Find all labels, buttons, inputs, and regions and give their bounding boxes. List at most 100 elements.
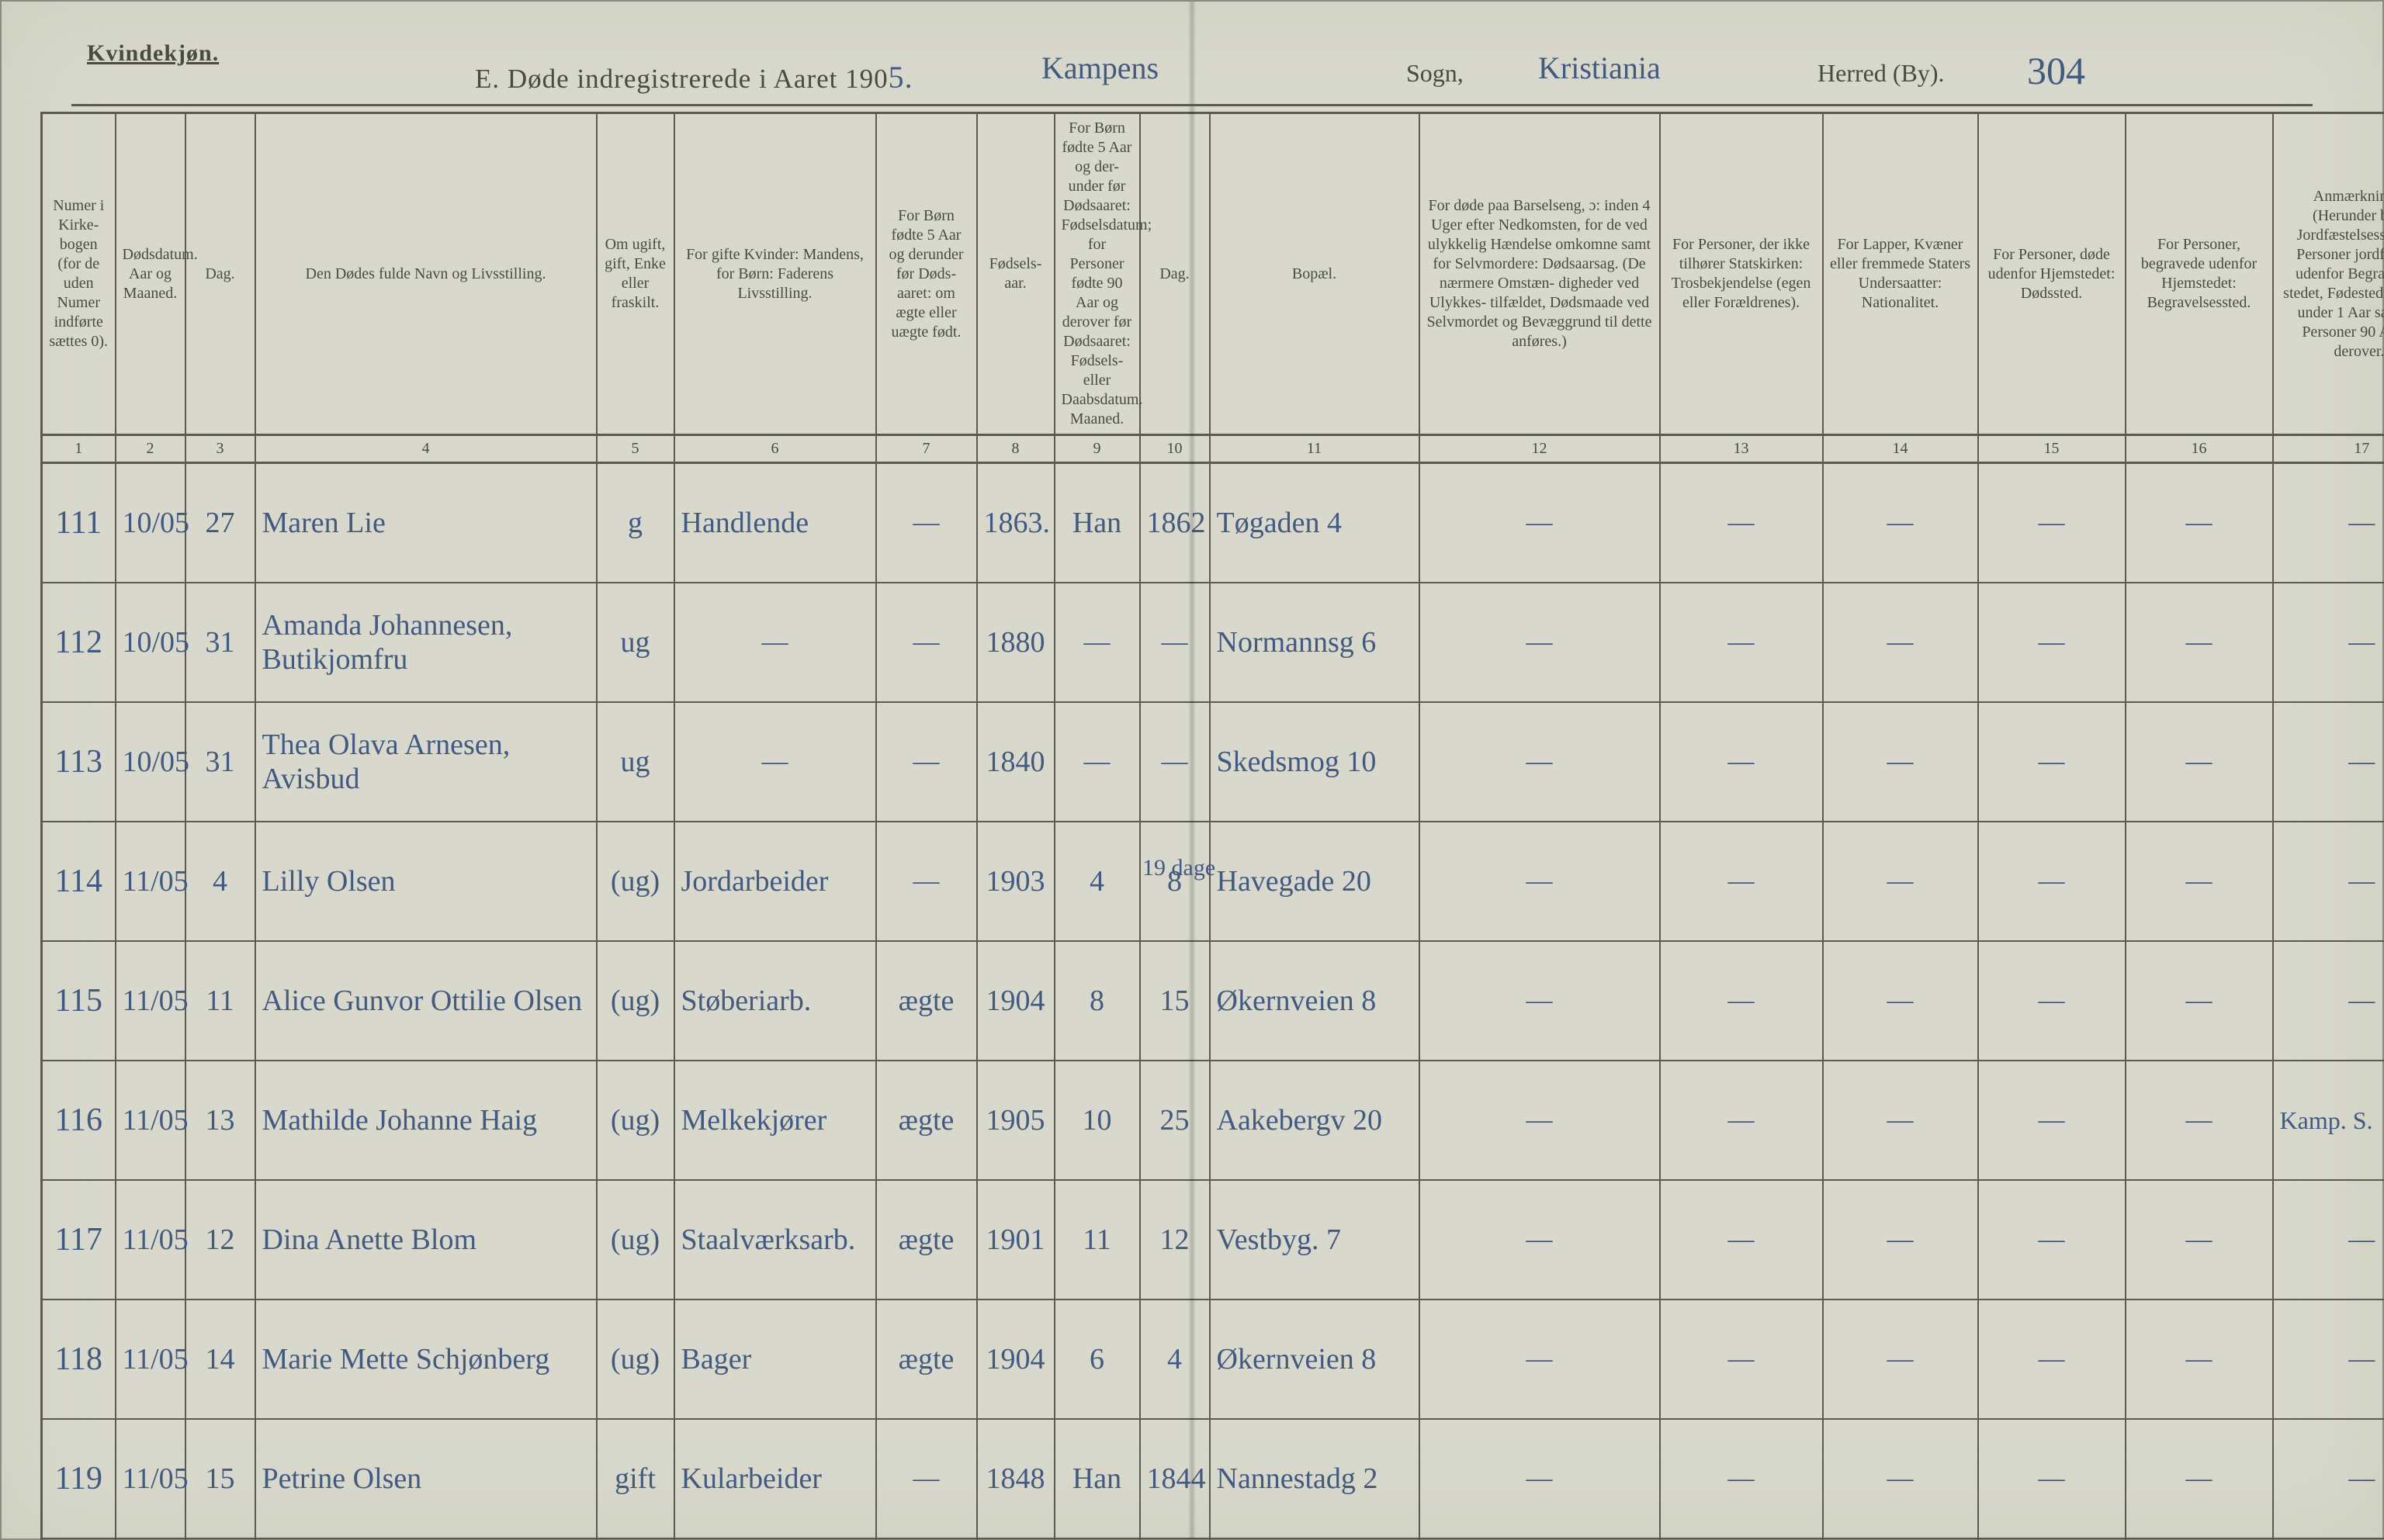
col-header: Anmærkninger. (Herunder bl. a. Jordfæste… [2273,113,2384,435]
spouse-father-occupation: — [674,702,876,822]
civil-status: (ug) [597,941,674,1061]
birth-month: 10 [1055,1061,1140,1180]
col-number: 7 [876,435,977,463]
name-occupation: Thea Olava Arnesen, Avisbud [255,702,597,822]
death-place: — [1978,1419,2126,1538]
remarks: — [2273,1299,2384,1419]
birth-day: 1862 [1140,463,1210,583]
entry-number: 112 [42,583,116,702]
table-head: Numer i Kirke- bogen (for de uden Numer … [42,113,2384,463]
table-row: 11611/0513Mathilde Johanne Haig(ug)Melke… [42,1061,2384,1180]
col-header: For Personer, begravede udenfor Hjemsted… [2126,113,2273,435]
name-occupation: Lilly Olsen [255,822,597,941]
spouse-father-occupation: Støberiarb. [674,941,876,1061]
birth-year: 1840 [977,702,1055,822]
civil-status: (ug) [597,822,674,941]
death-year-month: 10/05 [116,702,185,822]
birth-year: 1901 [977,1180,1055,1299]
col-number: 2 [116,435,185,463]
col-header: For døde paa Barselseng, ɔ: inden 4 Uger… [1419,113,1660,435]
civil-status: (ug) [597,1061,674,1180]
nationality: — [1823,941,1978,1061]
col-number: 11 [1210,435,1419,463]
col-header: Den Dødes fulde Navn og Livsstilling. [255,113,597,435]
residence: Økernveien 8 [1210,941,1419,1061]
spouse-father-occupation: Bager [674,1299,876,1419]
birth-year: 1904 [977,1299,1055,1419]
colnum-row: 1234567891011121314151617 [42,435,2384,463]
death-place: — [1978,941,2126,1061]
confession: — [1660,941,1823,1061]
confession: — [1660,463,1823,583]
legitimacy: ægte [876,941,977,1061]
nationality: — [1823,702,1978,822]
residence: Havegade 20 [1210,822,1419,941]
birth-month: Han [1055,1419,1140,1538]
table-row: 11110/0527Maren LiegHandlende—1863.Han18… [42,463,2384,583]
death-cause: — [1419,583,1660,702]
ledger-table: Numer i Kirke- bogen (for de uden Numer … [40,112,2384,1540]
col-number: 4 [255,435,597,463]
year-suffix: 5. [889,60,913,95]
spouse-father-occupation: — [674,583,876,702]
residence: Tøgaden 4 [1210,463,1419,583]
entry-number: 114 [42,822,116,941]
burial-place: — [2126,1419,2273,1538]
civil-status: g [597,463,674,583]
civil-status: ug [597,583,674,702]
residence: Vestbyg. 7 [1210,1180,1419,1299]
residence: Nannestadg 2 [1210,1419,1419,1538]
residence: Økernveien 8 [1210,1299,1419,1419]
legitimacy: — [876,583,977,702]
spouse-father-occupation: Melkekjører [674,1061,876,1180]
page-number: 304 [2027,48,2085,93]
death-day: 31 [185,583,255,702]
col-header: For Børn fødte 5 Aar og derunder før Død… [876,113,977,435]
birth-day: 25 [1140,1061,1210,1180]
civil-status: gift [597,1419,674,1538]
death-place: — [1978,1180,2126,1299]
header-rule [71,104,2313,106]
legitimacy: ægte [876,1180,977,1299]
death-cause: — [1419,463,1660,583]
col-header: For Lapper, Kvæner eller fremmede Stater… [1823,113,1978,435]
herred-label: Herred (By). [1817,59,1944,88]
ledger-page: Kvindekjøn. E. Døde indregistrerede i Aa… [0,0,2384,1540]
name-occupation: Petrine Olsen [255,1419,597,1538]
death-place: — [1978,822,2126,941]
entry-number: 115 [42,941,116,1061]
nationality: — [1823,583,1978,702]
col-header: For Personer, der ikke tilhører Statskir… [1660,113,1823,435]
death-day: 11 [185,941,255,1061]
death-place: — [1978,702,2126,822]
col-header: Fødsels- aar. [977,113,1055,435]
col-number: 1 [42,435,116,463]
table-body: 11110/0527Maren LiegHandlende—1863.Han18… [42,463,2384,1540]
birth-month: 6 [1055,1299,1140,1419]
birth-day: 15 [1140,941,1210,1061]
birth-month: 11 [1055,1180,1140,1299]
residence: Aakebergv 20 [1210,1061,1419,1180]
title-text: E. Døde indregistrerede i Aaret 190 [475,64,889,94]
table-row: 11511/0511Alice Gunvor Ottilie Olsen(ug)… [42,941,2384,1061]
table-row: 11210/0531Amanda Johannesen, Butikjomfru… [42,583,2384,702]
birth-year: 1903 [977,822,1055,941]
col-number: 9 [1055,435,1140,463]
col-header: Dag. [1140,113,1210,435]
death-day: 15 [185,1419,255,1538]
spouse-father-occupation: Handlende [674,463,876,583]
title-printed: E. Døde indregistrerede i Aaret 1905. [475,59,913,95]
burial-place: — [2126,702,2273,822]
header-row: Numer i Kirke- bogen (for de uden Numer … [42,113,2384,435]
birth-day: 8 [1140,822,1210,941]
table-row: 11411/054Lilly Olsen(ug)Jordarbeider—190… [42,822,2384,941]
birth-month: — [1055,583,1140,702]
col-number: 12 [1419,435,1660,463]
residence: Skedsmog 10 [1210,702,1419,822]
entry-number: 117 [42,1180,116,1299]
death-cause: — [1419,702,1660,822]
col-number: 17 [2273,435,2384,463]
burial-place: — [2126,1299,2273,1419]
name-occupation: Mathilde Johanne Haig [255,1061,597,1180]
birth-day: 12 [1140,1180,1210,1299]
